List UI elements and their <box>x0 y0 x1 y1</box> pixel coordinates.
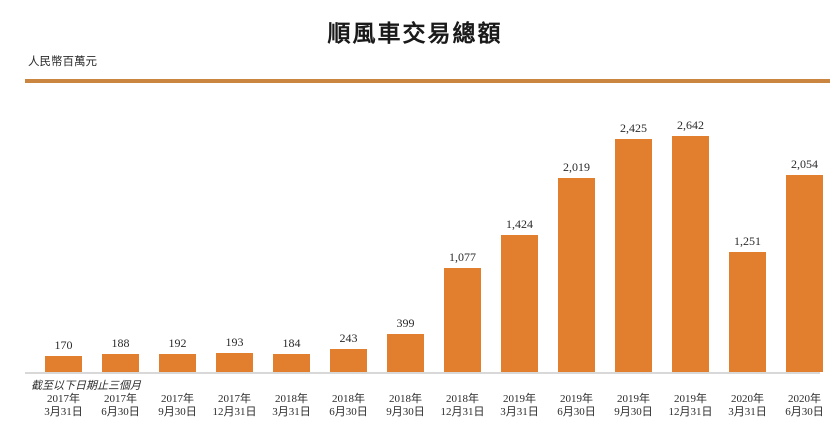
bar-column: 2,054 <box>776 118 830 372</box>
x-tick-date: 9月30日 <box>614 406 653 418</box>
bar-value-label: 2,054 <box>791 157 818 171</box>
x-axis-labels: 2017年 3月31日 2017年 6月30日 2017年 9月30日 2017年 12月31… <box>35 393 830 419</box>
bar-value-label: 243 <box>339 331 358 345</box>
bar-column: 193 <box>206 118 263 372</box>
bar-column: 1,077 <box>434 118 491 372</box>
x-tick-date: 6月30日 <box>785 406 824 418</box>
x-tick-year: 2019年 <box>560 393 593 405</box>
bar <box>273 354 310 372</box>
bar-value-label: 2,642 <box>677 118 704 132</box>
x-tick-date: 12月31日 <box>440 406 485 418</box>
bar <box>444 268 481 372</box>
bar-column: 192 <box>149 118 206 372</box>
bar <box>216 353 253 372</box>
x-tick-date: 12月31日 <box>668 406 713 418</box>
x-axis-tick-label: 2017年 6月30日 <box>92 393 149 419</box>
bar-column: 2,019 <box>548 118 605 372</box>
x-tick-year: 2019年 <box>674 393 707 405</box>
bar-plot-area: 170 188 192 193 184 243 399 1,077 1,424 2,019 2,42… <box>35 118 830 372</box>
x-tick-date: 9月30日 <box>386 406 425 418</box>
bar-value-label: 1,424 <box>506 217 533 231</box>
bar-value-label: 2,019 <box>563 160 590 174</box>
x-axis-tick-label: 2017年 3月31日 <box>35 393 92 419</box>
bar-column: 243 <box>320 118 377 372</box>
bar-value-label: 1,251 <box>734 234 761 248</box>
x-axis-tick-label: 2020年 6月30日 <box>776 393 830 419</box>
x-tick-year: 2020年 <box>731 393 764 405</box>
x-tick-date: 3月31日 <box>44 406 83 418</box>
x-tick-year: 2019年 <box>617 393 650 405</box>
bar-column: 170 <box>35 118 92 372</box>
bar-column: 188 <box>92 118 149 372</box>
y-axis-unit-label: 人民幣百萬元 <box>28 56 97 68</box>
bar <box>387 334 424 372</box>
bar <box>672 136 709 372</box>
x-tick-date: 3月31日 <box>728 406 767 418</box>
bar <box>615 139 652 372</box>
bar <box>159 354 196 372</box>
bar-value-label: 193 <box>225 335 244 349</box>
x-axis-tick-label: 2018年 9月30日 <box>377 393 434 419</box>
bar <box>102 354 139 372</box>
bar <box>330 349 367 372</box>
bar <box>786 175 823 372</box>
bar <box>729 252 766 372</box>
x-tick-date: 6月30日 <box>557 406 596 418</box>
x-axis-note: 截至以下日期止三個月 <box>31 380 141 392</box>
bar-column: 1,424 <box>491 118 548 372</box>
bar <box>45 356 82 372</box>
x-tick-date: 3月31日 <box>272 406 311 418</box>
x-axis-tick-label: 2019年 3月31日 <box>491 393 548 419</box>
x-tick-year: 2018年 <box>332 393 365 405</box>
x-tick-year: 2018年 <box>446 393 479 405</box>
bar-column: 184 <box>263 118 320 372</box>
bar-value-label: 192 <box>168 336 187 350</box>
x-tick-year: 2017年 <box>104 393 137 405</box>
x-tick-year: 2017年 <box>161 393 194 405</box>
bar-value-label: 399 <box>396 316 415 330</box>
x-tick-year: 2017年 <box>218 393 251 405</box>
x-axis-line <box>25 372 820 374</box>
x-tick-year: 2020年 <box>788 393 821 405</box>
x-axis-tick-label: 2019年 12月31日 <box>662 393 719 419</box>
x-axis-tick-label: 2020年 3月31日 <box>719 393 776 419</box>
x-tick-year: 2018年 <box>389 393 422 405</box>
bar-value-label: 184 <box>282 336 301 350</box>
x-tick-year: 2018年 <box>275 393 308 405</box>
bar-value-label: 170 <box>54 338 73 352</box>
x-axis-tick-label: 2017年 12月31日 <box>206 393 263 419</box>
bar-column: 1,251 <box>719 118 776 372</box>
x-tick-year: 2017年 <box>47 393 80 405</box>
bar-value-label: 188 <box>111 336 130 350</box>
bar <box>558 178 595 372</box>
bar <box>501 235 538 372</box>
x-tick-date: 12月31日 <box>212 406 257 418</box>
chart-title: 順風車交易總額 <box>327 21 503 46</box>
bar-column: 2,425 <box>605 118 662 372</box>
bar-value-label: 1,077 <box>449 250 476 264</box>
x-axis-tick-label: 2018年 3月31日 <box>263 393 320 419</box>
x-tick-year: 2019年 <box>503 393 536 405</box>
x-tick-date: 9月30日 <box>158 406 197 418</box>
bar-column: 2,642 <box>662 118 719 372</box>
x-axis-tick-label: 2019年 9月30日 <box>605 393 662 419</box>
x-tick-date: 6月30日 <box>329 406 368 418</box>
title-divider-rule <box>25 79 830 83</box>
x-tick-date: 3月31日 <box>500 406 539 418</box>
x-axis-tick-label: 2018年 12月31日 <box>434 393 491 419</box>
bar-value-label: 2,425 <box>620 121 647 135</box>
x-axis-tick-label: 2018年 6月30日 <box>320 393 377 419</box>
x-tick-date: 6月30日 <box>101 406 140 418</box>
x-axis-tick-label: 2017年 9月30日 <box>149 393 206 419</box>
x-axis-tick-label: 2019年 6月30日 <box>548 393 605 419</box>
bar-column: 399 <box>377 118 434 372</box>
